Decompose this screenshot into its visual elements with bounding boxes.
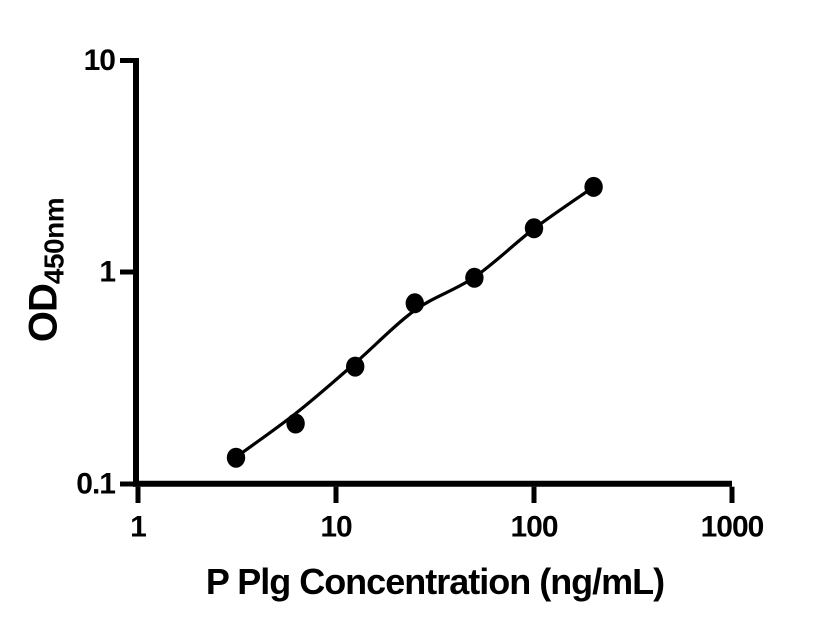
data-point-1: [226, 447, 246, 468]
axis-ticks: [120, 58, 735, 503]
x-tick-label: 1: [130, 511, 146, 544]
y-axis-title: OD450nm: [22, 198, 71, 342]
tick-labels: 0.1 1 10 1 10 100 1000: [76, 44, 764, 544]
y-tick-label: 1: [99, 256, 115, 289]
x-tick-label: 10: [320, 511, 352, 544]
data-point-4: [405, 293, 424, 314]
data-point-6: [524, 218, 544, 239]
y-axis-title-main: OD: [21, 284, 66, 343]
x-tick-label: 1000: [701, 511, 764, 544]
axes: [133, 58, 732, 487]
data-point-2: [286, 413, 305, 434]
data-points: [226, 176, 603, 468]
data-point-7: [584, 176, 603, 197]
y-tick-label: 0.1: [76, 468, 115, 501]
data-point-3: [346, 356, 365, 377]
data-point-5: [465, 267, 484, 288]
y-tick-label: 10: [84, 44, 116, 77]
x-axis-title: P Plg Concentration (ng/mL): [205, 561, 665, 602]
y-axis-title-subscript: 450nm: [38, 197, 70, 285]
x-tick-label: 100: [510, 511, 557, 544]
